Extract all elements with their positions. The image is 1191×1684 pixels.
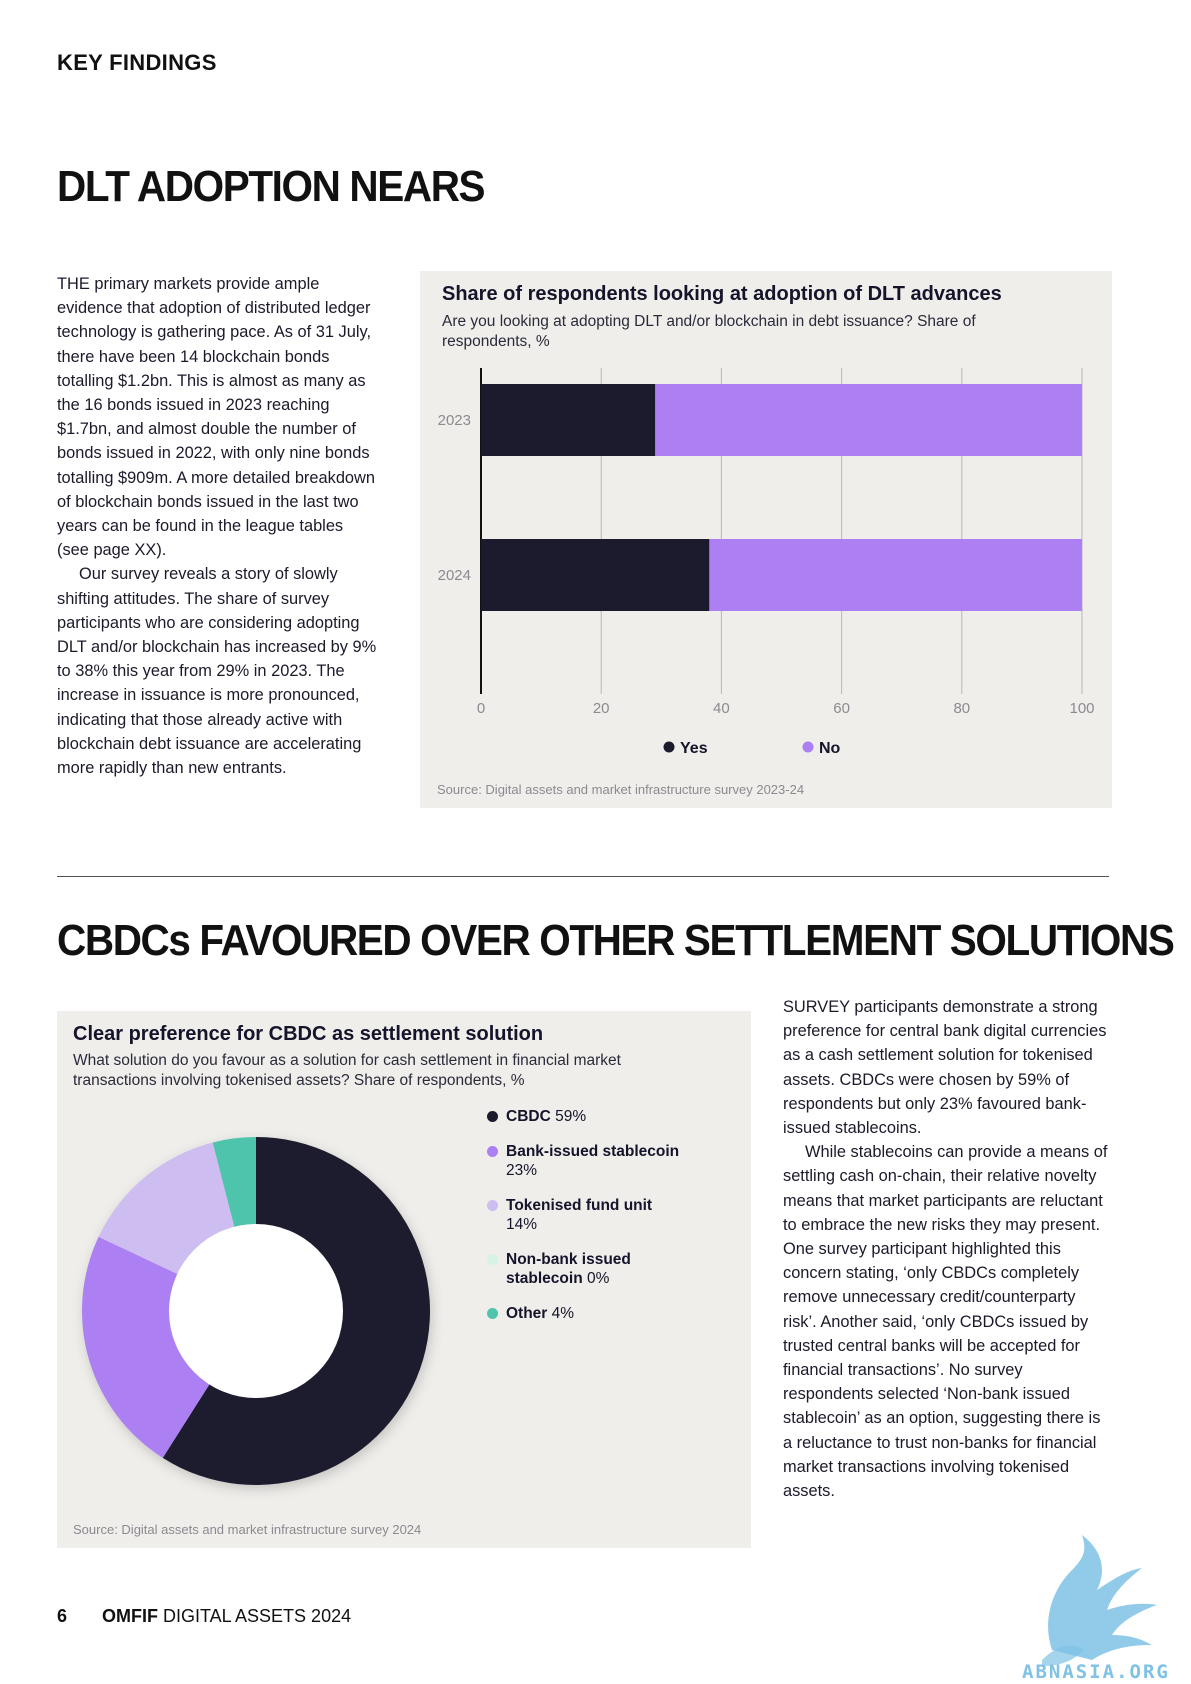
footer-brand: OMFIF DIGITAL ASSETS 2024	[102, 1606, 351, 1627]
x-tick-label: 0	[477, 700, 485, 717]
section2-paragraph-2: While stablecoins can provide a means of…	[783, 1143, 1108, 1501]
x-tick-label: 80	[953, 700, 970, 717]
legend-value-cbdc: 59%	[555, 1108, 587, 1125]
chart2-panel: Clear preference for CBDC as settlement …	[57, 1011, 751, 1548]
bar-yes-2024	[481, 539, 710, 611]
legend-value-nonbank-stablecoin: 0%	[586, 1270, 610, 1287]
chart1-title: Share of respondents looking at adoption…	[442, 283, 1002, 305]
legend-swatch-tokenised-fund	[487, 1200, 498, 1211]
section2-body: SURVEY participants demonstrate a strong…	[783, 995, 1113, 1503]
section2-headline: CBDCs FAVOURED OVER OTHER SETTLEMENT SOL…	[57, 916, 1175, 965]
section-label: KEY FINDINGS	[57, 50, 217, 75]
watermark-logo: ABNASIA.ORG	[1022, 1535, 1170, 1683]
legend-label-bank-stablecoin: Bank-issued stablecoin	[506, 1143, 680, 1160]
chart2-subtitle: What solution do you favour as a solutio…	[73, 1052, 621, 1089]
legend-label-no: No	[819, 740, 841, 757]
legend-label-nonbank-stablecoin: Non-bank issued stablecoin	[506, 1251, 631, 1287]
chart1-source: Source: Digital assets and market infras…	[437, 782, 805, 797]
legend-swatch-yes	[663, 741, 675, 753]
legend-swatch-bank-stablecoin	[487, 1146, 498, 1157]
chart2-source: Source: Digital assets and market infras…	[73, 1522, 422, 1537]
section-divider	[57, 876, 1109, 877]
legend-swatch-nonbank-stablecoin	[487, 1254, 498, 1265]
legend-item-tokenised-fund: Tokenised fund unit 14%	[487, 1196, 737, 1234]
chart1-plot: 0 20 40 60 80 100 2023 2024 Yes No	[438, 368, 1095, 757]
chart1-subtitle: Are you looking at adopting DLT and/or b…	[442, 313, 976, 350]
legend-label-tokenised-fund: Tokenised fund unit	[506, 1197, 653, 1214]
footer-brand-name: OMFIF	[102, 1606, 158, 1626]
griffin-logo-icon	[1042, 1535, 1157, 1666]
page-number: 6	[57, 1606, 68, 1626]
chart2-legend: CBDC 59% Bank-issued stablecoin 23% Token…	[487, 1107, 737, 1323]
legend-value-other: 4%	[551, 1305, 575, 1322]
section1-body: THE primary markets provide ample eviden…	[57, 272, 379, 780]
section1-headline: DLT ADOPTION NEARS	[57, 162, 486, 211]
legend-value-tokenised-fund: 14%	[506, 1216, 538, 1233]
section1-paragraph-1: THE primary markets provide ample eviden…	[57, 275, 375, 560]
legend-label-other: Other	[506, 1305, 548, 1322]
y-category-label: 2023	[438, 412, 471, 429]
donut-hole	[169, 1224, 343, 1398]
legend-swatch-no	[802, 741, 814, 753]
x-tick-label: 40	[713, 700, 730, 717]
bar-yes-2023	[481, 384, 656, 456]
section2-paragraph-1: SURVEY participants demonstrate a strong…	[783, 998, 1107, 1138]
chart2-title: Clear preference for CBDC as settlement …	[73, 1023, 544, 1045]
legend-item-bank-stablecoin: Bank-issued stablecoin 23%	[487, 1142, 737, 1180]
bar-no-2024	[709, 539, 1082, 611]
watermark-text: ABNASIA.ORG	[1022, 1661, 1170, 1683]
bar-no-2023	[655, 384, 1082, 456]
chart2-donut	[82, 1137, 430, 1485]
section1-paragraph-2: Our survey reveals a story of slowly shi…	[57, 565, 377, 778]
legend-swatch-other	[487, 1308, 498, 1319]
footer-publication: DIGITAL ASSETS 2024	[163, 1606, 352, 1626]
legend-item-other: Other 4%	[487, 1304, 737, 1323]
legend-label-yes: Yes	[680, 740, 708, 757]
legend-item-nonbank-stablecoin: Non-bank issued stablecoin 0%	[487, 1250, 737, 1288]
legend-value-bank-stablecoin: 23%	[506, 1162, 538, 1179]
x-tick-label: 60	[833, 700, 850, 717]
chart1-panel: Share of respondents looking at adoption…	[420, 271, 1112, 808]
legend-swatch-cbdc	[487, 1111, 498, 1122]
y-category-label: 2024	[438, 567, 471, 584]
legend-label-cbdc: CBDC	[506, 1108, 551, 1125]
x-tick-label: 20	[593, 700, 610, 717]
x-tick-label: 100	[1069, 700, 1094, 717]
legend-item-cbdc: CBDC 59%	[487, 1107, 737, 1126]
